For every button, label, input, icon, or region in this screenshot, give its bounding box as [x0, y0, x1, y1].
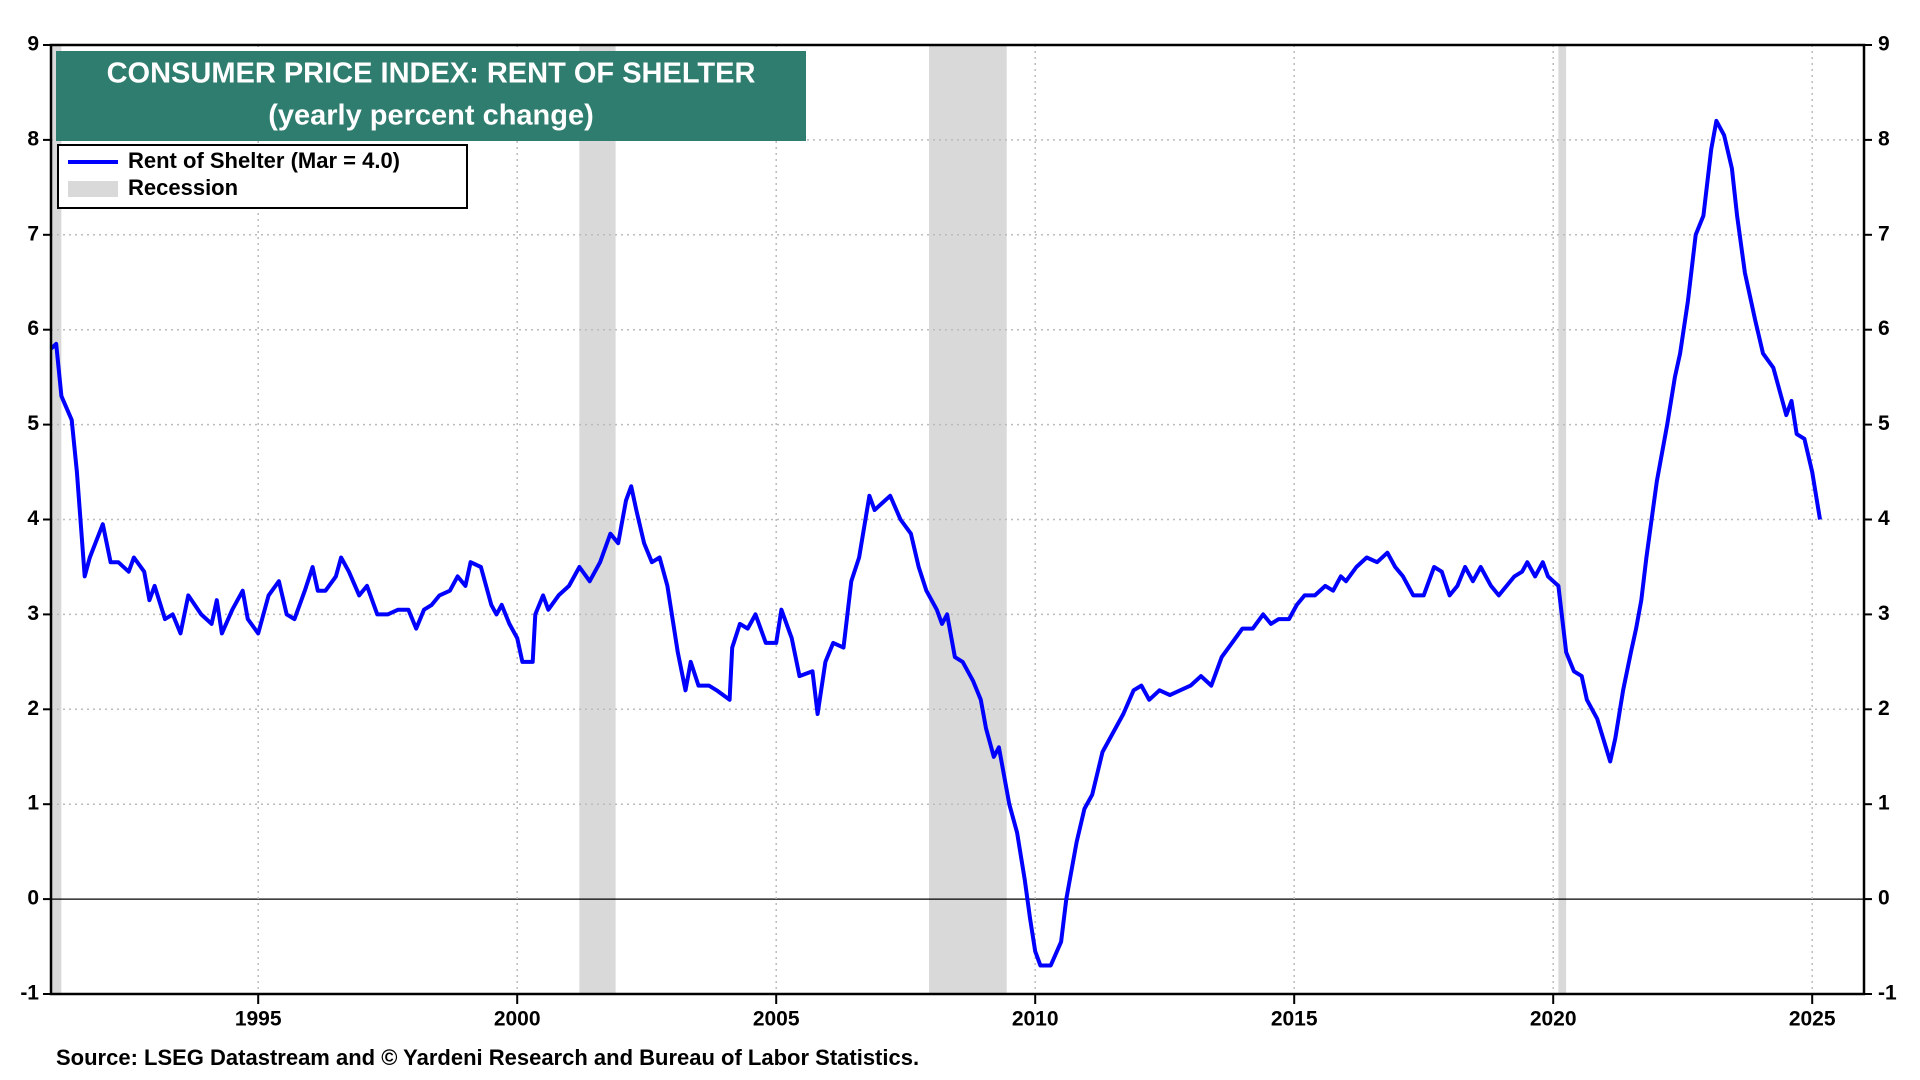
series-line	[49, 118, 1822, 968]
legend-swatch	[68, 181, 118, 197]
y-tick-label: 3	[27, 602, 39, 625]
y-tick-label: 6	[27, 317, 39, 340]
y2-tick-label: 3	[1878, 602, 1890, 625]
y2-tick-label: 6	[1878, 317, 1890, 340]
recession-band	[1558, 45, 1567, 994]
legend-label: Recession	[128, 175, 238, 200]
y2-tick-label: 2	[1878, 697, 1890, 720]
axes: -1 -1 0 0 1 1 2 2 3 3 4 4 5 5 6 6 7 7 8 8 9 9 1995 2000 2005 2010…	[20, 33, 1897, 1031]
y2-tick-label: 1	[1878, 792, 1890, 815]
legend-label: Rent of Shelter (Mar = 4.0)	[128, 148, 400, 173]
x-tick-label: 2025	[1789, 1008, 1836, 1031]
recession-band	[51, 45, 62, 994]
y-tick-label: 7	[27, 222, 39, 245]
y-tick-label: 5	[27, 412, 39, 435]
chart-title: CONSUMER PRICE INDEX: RENT OF SHELTER	[107, 58, 756, 90]
y-tick-label: 2	[27, 697, 39, 720]
title-box	[56, 51, 806, 141]
y2-tick-label: 5	[1878, 412, 1890, 435]
y-tick-label: 8	[27, 127, 39, 150]
x-tick-label: 2000	[494, 1008, 541, 1031]
x-tick-label: 2010	[1012, 1008, 1059, 1031]
y2-tick-label: 4	[1878, 507, 1890, 530]
legend-box	[57, 144, 468, 209]
y2-tick-label: 0	[1878, 887, 1890, 910]
x-tick-label: 1995	[235, 1008, 282, 1031]
y-tick-label: 1	[27, 792, 39, 815]
y-tick-label: -1	[20, 982, 39, 1005]
x-tick-label: 2005	[753, 1008, 800, 1031]
series-lines	[49, 118, 1822, 968]
y2-tick-label: 9	[1878, 33, 1890, 56]
y2-tick-label: -1	[1878, 982, 1897, 1005]
y2-tick-label: 7	[1878, 222, 1890, 245]
legend: Rent of Shelter (Mar = 4.0)Recession	[68, 148, 400, 200]
chart-subtitle: (yearly percent change)	[268, 100, 594, 132]
y-tick-label: 0	[27, 887, 39, 910]
y-tick-label: 9	[27, 33, 39, 56]
source-note: Source: LSEG Datastream and © Yardeni Re…	[56, 1045, 919, 1070]
plot-frame	[49, 43, 1866, 996]
y2-tick-label: 8	[1878, 127, 1890, 150]
x-tick-label: 2020	[1530, 1008, 1577, 1031]
x-tick-label: 2015	[1271, 1008, 1318, 1031]
y-tick-label: 4	[27, 507, 39, 530]
